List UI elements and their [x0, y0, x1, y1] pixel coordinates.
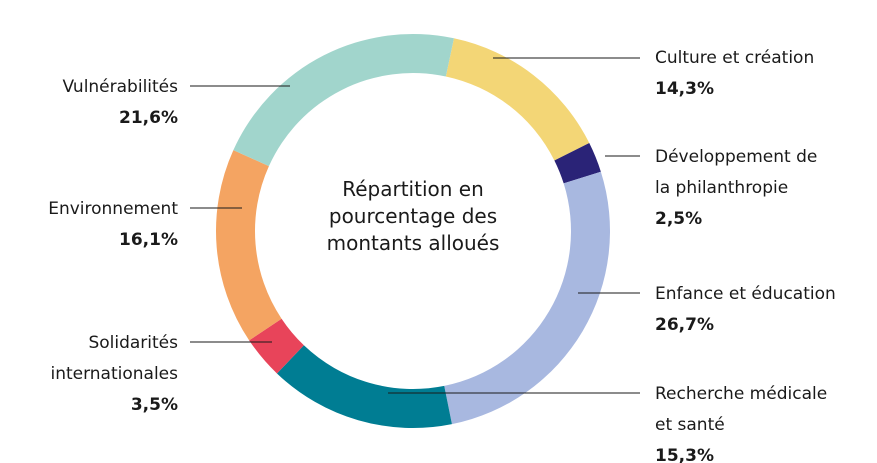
donut-segment: [444, 171, 611, 425]
category-label: Vulnérabilités: [62, 77, 178, 97]
value-label: 14,3%: [655, 79, 714, 99]
value-label: 15,3%: [655, 446, 714, 463]
data-label: Recherche médicale et santé 15,3%: [655, 379, 833, 463]
donut-segment: [276, 345, 452, 428]
chart-title: Répartition en pourcentage des montants …: [326, 177, 500, 255]
category-label: Environnement: [48, 199, 178, 219]
category-label: Solidarités internationales: [50, 333, 178, 384]
value-label: 21,6%: [119, 108, 178, 128]
category-label: Recherche médicale et santé: [655, 384, 828, 435]
data-label: Enfance et éducation 26,7%: [655, 279, 875, 341]
value-label: 26,7%: [655, 315, 714, 335]
donut-segment: [249, 318, 304, 374]
category-label: Culture et création: [655, 48, 815, 68]
data-label: Développement de la philanthropie 2,5%: [655, 142, 820, 235]
donut-segment: [554, 143, 601, 184]
value-label: 2,5%: [655, 209, 703, 229]
category-label: Enfance et éducation: [655, 284, 836, 304]
value-label: 3,5%: [130, 395, 178, 415]
donut-segment: [445, 38, 590, 161]
value-label: 16,1%: [119, 230, 178, 250]
donut-segment: [233, 34, 454, 167]
data-label: Solidarités internationales 3,5%: [38, 328, 178, 421]
data-label: Environnement 16,1%: [0, 194, 178, 256]
donut-segment: [216, 150, 282, 341]
data-label: Culture et création 14,3%: [655, 43, 855, 105]
data-label: Vulnérabilités 21,6%: [0, 72, 178, 134]
category-label: Développement de la philanthropie: [655, 147, 818, 198]
